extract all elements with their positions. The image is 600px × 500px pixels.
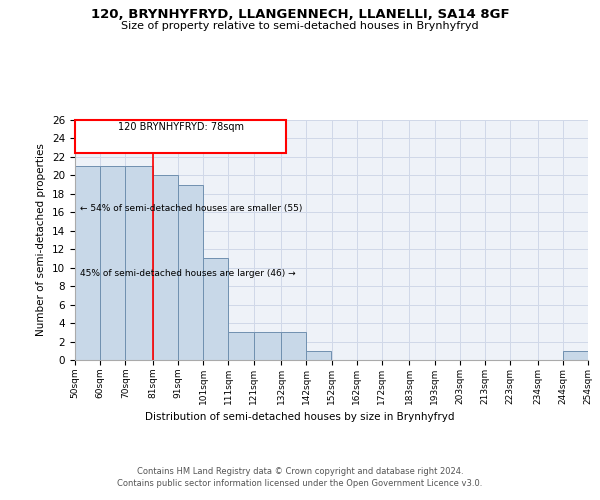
Text: Distribution of semi-detached houses by size in Brynhyfryd: Distribution of semi-detached houses by … [145, 412, 455, 422]
Bar [229, 332, 254, 360]
Bar [178, 184, 203, 360]
Bar [563, 351, 588, 360]
Y-axis label: Number of semi-detached properties: Number of semi-detached properties [37, 144, 46, 336]
FancyBboxPatch shape [75, 120, 286, 153]
Text: 120 BRYNHYFRYD: 78sqm: 120 BRYNHYFRYD: 78sqm [118, 122, 244, 132]
Bar [100, 166, 125, 360]
Text: 45% of semi-detached houses are larger (46) →: 45% of semi-detached houses are larger (… [80, 269, 296, 278]
Text: ← 54% of semi-detached houses are smaller (55): ← 54% of semi-detached houses are smalle… [80, 204, 302, 213]
Bar [125, 166, 153, 360]
Text: Contains public sector information licensed under the Open Government Licence v3: Contains public sector information licen… [118, 479, 482, 488]
Bar [307, 351, 331, 360]
Bar [281, 332, 307, 360]
Text: 120, BRYNHYFRYD, LLANGENNECH, LLANELLI, SA14 8GF: 120, BRYNHYFRYD, LLANGENNECH, LLANELLI, … [91, 8, 509, 20]
Bar [254, 332, 281, 360]
Text: Contains HM Land Registry data © Crown copyright and database right 2024.: Contains HM Land Registry data © Crown c… [137, 468, 463, 476]
Bar [75, 166, 100, 360]
Bar [203, 258, 229, 360]
Bar [153, 176, 178, 360]
Text: Size of property relative to semi-detached houses in Brynhyfryd: Size of property relative to semi-detach… [121, 21, 479, 31]
